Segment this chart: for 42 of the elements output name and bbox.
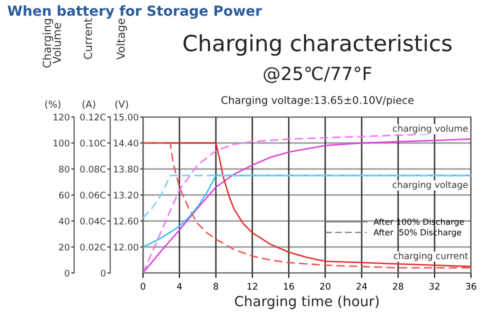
x-tick-label: 36 <box>466 282 476 290</box>
x-tick-label: 12 <box>248 282 258 290</box>
chart-title: Charging characteristics <box>184 34 452 56</box>
y2-tick-label: 0.06C <box>80 192 106 199</box>
chart-subtitle: @25℃/77°F <box>264 66 372 84</box>
text: Charging Volume (%) <box>42 19 61 109</box>
series-label: charging current <box>394 252 468 261</box>
x-tick-label: 4 <box>177 283 182 290</box>
y-tick-label: 60 <box>59 192 70 199</box>
text: Voltage (V) <box>115 18 128 109</box>
x-tick-label: 32 <box>430 282 440 290</box>
x-tick-label: 16 <box>284 282 294 290</box>
y3-tick-label: 15.00 <box>114 114 138 121</box>
y3-tick-label: 13.80 <box>114 166 138 173</box>
y3-tick-label: 12.00 <box>114 244 138 251</box>
y3-tick-label: 12.60 <box>114 218 138 225</box>
series-label: charging voltage <box>392 181 468 190</box>
text: Current (A) <box>82 18 96 109</box>
y2-tick-label: 0.12C <box>80 114 106 121</box>
y-tick-label: 120 <box>54 114 70 121</box>
text: When battery for Storage Power <box>8 5 262 19</box>
y-tick-label: 80 <box>59 166 70 173</box>
text: Charging voltage:13.65±0.10V/piece <box>221 96 414 106</box>
y-tick-label: 20 <box>59 244 70 251</box>
line-series <box>143 174 471 219</box>
y2-tick-label: 0.02C <box>80 244 106 251</box>
y-tick-label: 100 <box>54 140 70 147</box>
x-tick-label: 8 <box>214 282 218 290</box>
x-tick-label: 0 <box>140 282 146 290</box>
y2-tick-label: 0.04C <box>80 218 106 225</box>
y3-tick-label: 14.40 <box>114 140 138 147</box>
y3-tick-label: 13.20 <box>114 192 138 199</box>
y2-tick-label: 0.08C <box>80 166 106 173</box>
x-tick-label: 20 <box>320 282 330 290</box>
series-label: charging volume <box>392 124 468 134</box>
y-tick-label: 40 <box>58 218 70 225</box>
x-tick-label: 24 <box>356 282 367 290</box>
y2-tick-label: 0 <box>100 270 106 277</box>
y-tick-label: 0 <box>64 270 70 277</box>
y2-tick-label: 0.10C <box>80 140 106 147</box>
x-axis-title: Charging time (hour) <box>234 296 379 310</box>
x-tick-label: 28 <box>393 282 404 290</box>
